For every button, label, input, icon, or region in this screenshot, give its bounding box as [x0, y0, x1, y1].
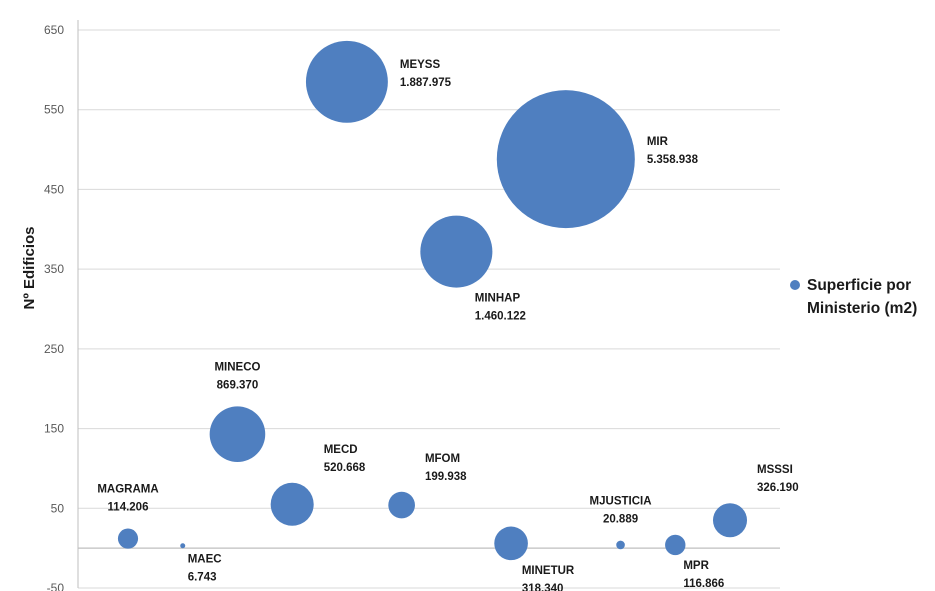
legend: Superficie por Ministerio (m2): [790, 274, 935, 320]
bubble-value-label: 326.190: [757, 482, 799, 494]
bubble-name-label: MINECO: [214, 361, 260, 373]
bubble-value-label: 114.206: [108, 502, 149, 514]
bubble-value-label: 520.668: [324, 462, 366, 474]
bubble-value-label: 6.743: [188, 571, 217, 583]
y-axis-ticks: -50 50 150 250 350 450 550 650: [44, 23, 64, 591]
y-tick-label: 250: [44, 342, 64, 356]
bubble-mecd: [270, 482, 314, 526]
bubble-name-label: MINHAP: [475, 293, 521, 305]
gridlines: [77, 20, 780, 589]
bubble-value-label: 116.866: [683, 578, 724, 590]
bubble-minhap: [420, 215, 493, 288]
bubble-labels: MAGRAMA 114.206 MAEC 6.743 MINECO 869.370 MECD…: [97, 59, 798, 591]
bubble-maec: [180, 543, 186, 549]
bubble-name-label: MEYSS: [400, 59, 441, 71]
bubble-name-label: MINETUR: [522, 565, 575, 577]
bubble-msssi: [712, 503, 748, 538]
bubble-value-label: 5.358.938: [647, 154, 699, 166]
bubble-mpr: [665, 534, 686, 556]
legend-marker: [790, 280, 800, 290]
bubble-name-label: MAGRAMA: [97, 484, 158, 496]
bubble-mir: [496, 90, 635, 229]
bubble-mfom: [388, 491, 415, 519]
bubble-name-label: MIR: [647, 136, 669, 148]
bubble-name-label: MAEC: [188, 553, 222, 565]
bubble-value-label: 20.889: [603, 514, 638, 526]
bubble-value-label: 1.887.975: [400, 77, 452, 89]
bubble-name-label: MJUSTICIA: [590, 496, 652, 508]
y-tick-label: 650: [44, 23, 64, 37]
bubble-name-label: MPR: [683, 560, 709, 572]
y-tick-label: 50: [51, 501, 65, 515]
y-tick-label: 450: [44, 182, 64, 196]
bubbles: [117, 40, 748, 561]
bubble-value-label: 199.938: [425, 471, 467, 483]
bubble-meyss: [305, 40, 388, 123]
y-tick-label: 550: [44, 103, 64, 117]
bubble-value-label: 869.370: [217, 379, 259, 391]
y-tick-label: 150: [44, 422, 64, 436]
bubble-name-label: MECD: [324, 444, 358, 456]
legend-series-name: Superficie por Ministerio (m2): [807, 277, 918, 317]
bubble-value-label: 1.460.122: [475, 311, 526, 323]
bubble-mineco: [209, 406, 266, 462]
bubble-magrama: [117, 528, 139, 549]
bubble-name-label: MSSSI: [757, 464, 793, 476]
bubble-minetur: [494, 526, 528, 561]
bubble-name-label: MFOM: [425, 453, 460, 465]
y-tick-label: 350: [44, 262, 64, 276]
y-tick-label: -50: [47, 581, 65, 591]
y-axis-title: Nº Edificios: [21, 227, 38, 310]
bubble-mjusticia: [616, 540, 625, 550]
bubble-value-label: 318.340: [522, 583, 564, 591]
